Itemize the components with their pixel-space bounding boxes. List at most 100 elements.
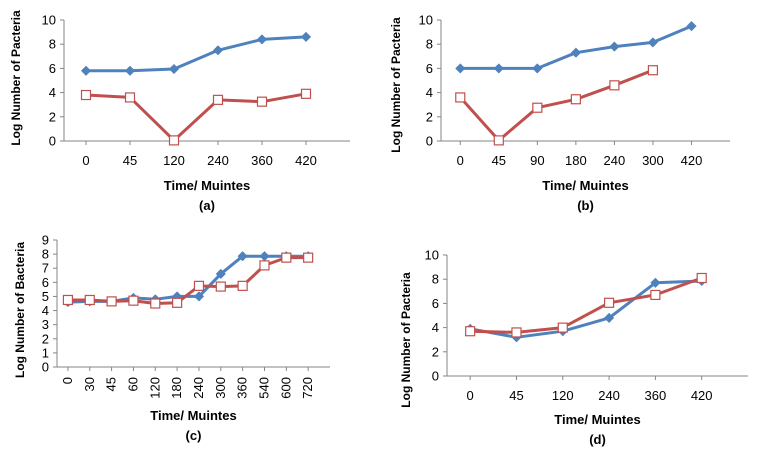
data-point-diamond	[256, 34, 268, 45]
y-tick-label: 4	[426, 85, 433, 100]
data-point-square	[168, 135, 180, 146]
x-tick-label: 360	[251, 153, 273, 168]
data-point-square	[465, 326, 476, 337]
data-point-square	[532, 102, 543, 113]
data-point-diamond	[647, 37, 659, 48]
y-tick-label: 0	[432, 369, 439, 384]
data-point-square	[237, 280, 248, 291]
y-axis-title: Log Number of Pacteria	[9, 10, 23, 146]
data-point-diamond	[259, 251, 270, 262]
y-tick-label: 6	[42, 275, 49, 290]
y-tick-label: 6	[49, 61, 56, 76]
data-point-diamond	[124, 65, 136, 76]
data-point-square	[62, 294, 74, 306]
data-point-diamond	[650, 277, 661, 288]
x-tick-label: 45	[104, 377, 119, 391]
x-tick-label: 0	[82, 153, 89, 168]
data-point-square	[493, 135, 504, 146]
data-point-diamond	[570, 47, 582, 58]
x-tick-label: 45	[123, 153, 137, 168]
y-tick-label: 4	[49, 85, 56, 100]
data-point-square	[570, 94, 581, 105]
data-point-square	[603, 297, 615, 308]
x-tick-label: 240	[191, 377, 206, 399]
y-tick-label: 8	[426, 37, 433, 52]
y-tick-label: 0	[42, 360, 49, 375]
x-tick-label: 360	[235, 377, 250, 399]
x-tick-label: 45	[509, 388, 523, 403]
x-tick-label: 0	[60, 377, 75, 384]
data-point-diamond	[212, 45, 224, 56]
x-axis-title: Time/ Muintes	[554, 412, 640, 427]
y-tick-label: 0	[49, 134, 56, 149]
y-tick-label: 9	[42, 233, 49, 248]
x-tick-label: 120	[552, 388, 574, 403]
data-point-square	[215, 281, 226, 292]
data-point-diamond	[168, 63, 180, 75]
data-point-square	[172, 297, 183, 308]
x-tick-label: 360	[645, 388, 667, 403]
data-point-square	[609, 80, 620, 91]
x-tick-label: 30	[82, 377, 97, 391]
x-tick-label: 600	[278, 377, 293, 399]
y-tick-label: 6	[432, 296, 439, 311]
data-point-diamond	[609, 41, 620, 52]
data-point-square	[84, 294, 95, 306]
y-tick-label: 0	[426, 134, 433, 149]
y-tick-label: 10	[425, 248, 439, 263]
y-tick-label: 2	[42, 331, 49, 346]
x-tick-label: 720	[300, 377, 315, 399]
panel-caption: (b)	[577, 198, 594, 213]
x-tick-label: 420	[295, 153, 317, 168]
y-axis-title: Log Number of Pacteria	[399, 272, 413, 408]
y-axis-title: Log Number of Pacteria	[389, 17, 403, 153]
data-point-diamond	[300, 31, 312, 43]
data-point-diamond	[493, 63, 504, 74]
x-tick-label: 120	[163, 153, 185, 168]
panel-caption: (d)	[589, 432, 606, 447]
x-tick-label: 0	[467, 388, 474, 403]
series-line-2	[470, 276, 703, 334]
x-tick-label: 240	[207, 153, 229, 168]
data-point-square	[647, 65, 659, 76]
series-line-1	[469, 279, 702, 339]
panel-caption: (c)	[186, 428, 202, 443]
y-tick-label: 3	[42, 317, 49, 332]
y-tick-label: 4	[42, 303, 49, 318]
data-point-square	[80, 89, 92, 101]
data-point-square	[212, 94, 224, 105]
x-axis-title: Time/ Muintes	[542, 178, 628, 193]
x-tick-label: 60	[125, 377, 140, 391]
x-tick-label: 180	[565, 153, 587, 168]
data-point-square	[281, 252, 292, 263]
y-tick-label: 10	[42, 13, 56, 28]
y-tick-label: 4	[432, 320, 439, 335]
series-line-2	[85, 92, 307, 142]
data-point-diamond	[237, 251, 248, 262]
data-point-square	[696, 272, 707, 284]
x-tick-label: 45	[492, 153, 506, 168]
x-tick-label: 300	[213, 377, 228, 399]
y-tick-label: 5	[42, 289, 49, 304]
data-point-square	[650, 289, 661, 301]
x-tick-label: 90	[530, 153, 544, 168]
data-point-square	[150, 298, 161, 309]
data-point-square	[303, 252, 314, 263]
y-tick-label: 8	[42, 247, 49, 262]
y-tick-label: 2	[432, 344, 439, 359]
x-tick-label: 420	[691, 388, 713, 403]
data-point-diamond	[686, 20, 697, 32]
data-point-diamond	[80, 65, 92, 76]
x-tick-label: 240	[598, 388, 620, 403]
y-tick-label: 2	[426, 109, 433, 124]
x-axis-title: Time/ Muintes	[164, 178, 250, 193]
data-point-square	[511, 327, 522, 338]
y-tick-label: 2	[49, 109, 56, 124]
data-point-square	[455, 92, 466, 103]
x-tick-label: 0	[457, 153, 464, 168]
data-point-square	[193, 280, 205, 291]
y-tick-label: 8	[432, 272, 439, 287]
data-point-square	[124, 92, 136, 103]
x-tick-label: 180	[169, 377, 184, 399]
